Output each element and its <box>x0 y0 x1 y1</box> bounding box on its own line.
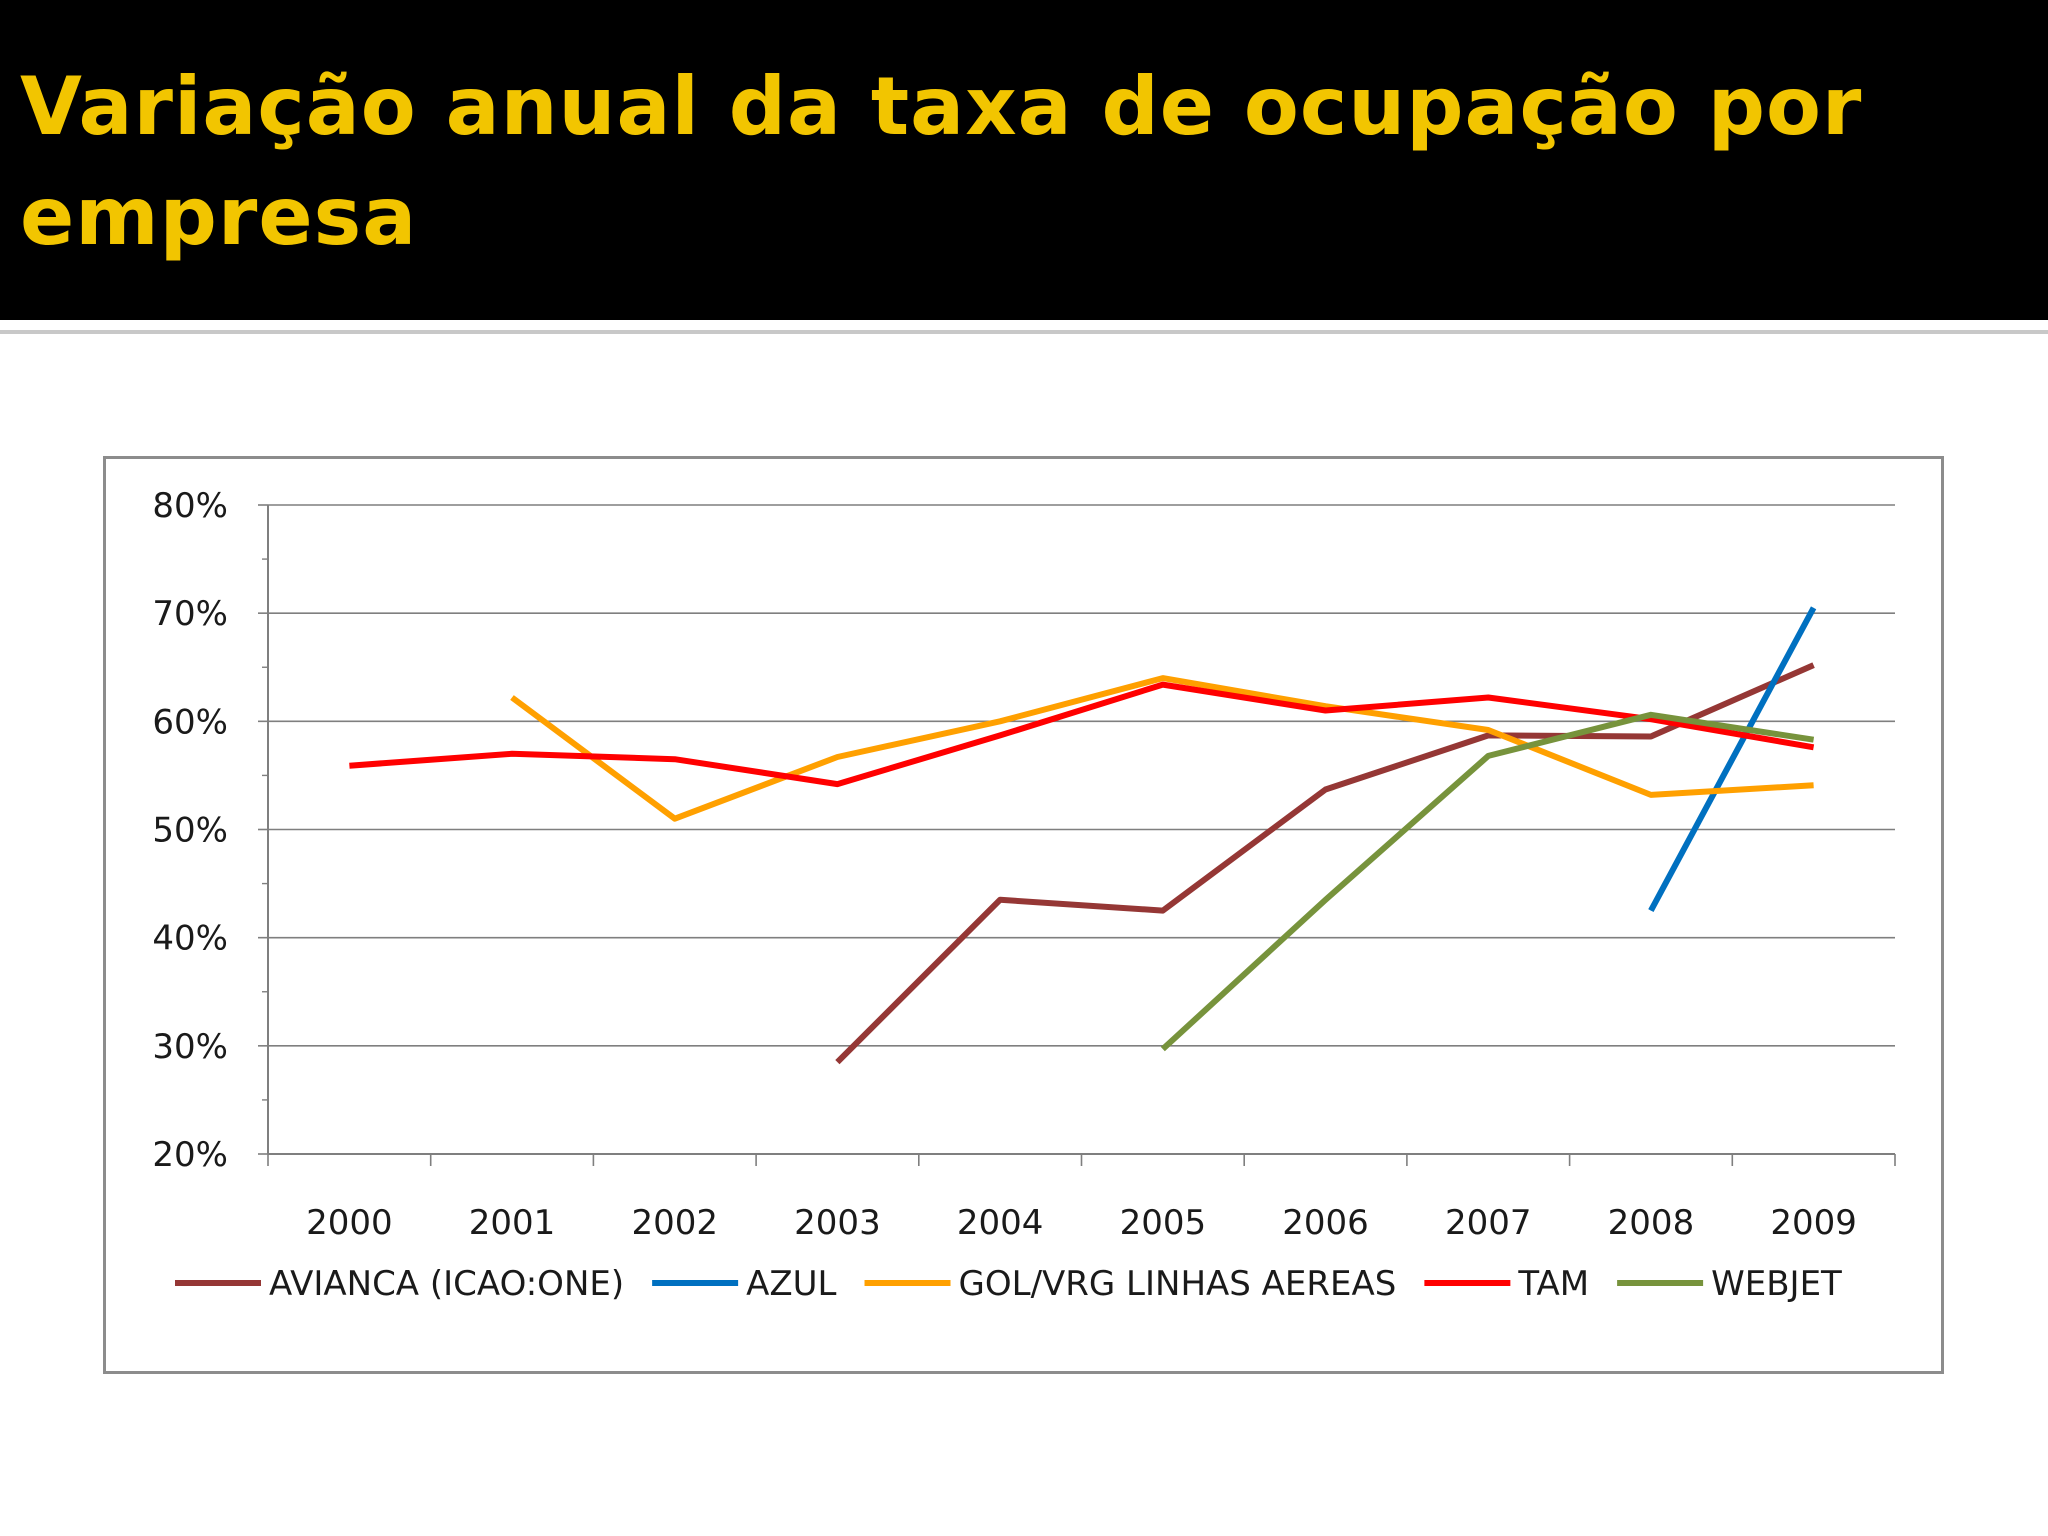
y-tick-label: 20% <box>152 1135 228 1175</box>
x-tick-label: 2003 <box>794 1203 881 1243</box>
y-tick-label: 50% <box>152 811 228 851</box>
x-tick-label: 2001 <box>469 1203 556 1243</box>
title-divider <box>0 330 2048 334</box>
x-tick-label: 2002 <box>631 1203 718 1243</box>
x-tick-label: 2004 <box>957 1203 1044 1243</box>
legend: AVIANCA (ICAO:ONE) AZUL GOL/VRG LINHAS AER… <box>175 1264 1842 1304</box>
series-line-gol-vrg-linhas-aereas <box>510 675 1814 822</box>
x-tick-label: 2006 <box>1282 1203 1369 1243</box>
y-tick-label: 30% <box>152 1027 228 1067</box>
chart-frame <box>103 456 1944 1374</box>
series-line-azul <box>1648 606 1817 913</box>
x-tick-label: 2008 <box>1608 1203 1695 1243</box>
legend-label: TAM <box>1517 1264 1589 1304</box>
y-tick-label: 60% <box>152 702 228 742</box>
legend-label: AZUL <box>746 1264 836 1304</box>
y-tick-label: 70% <box>152 594 228 634</box>
legend-label: GOL/VRG LINHAS AEREAS <box>959 1264 1397 1304</box>
series-line-webjet <box>1160 711 1815 1052</box>
legend-label: WEBJET <box>1711 1264 1842 1304</box>
slide-title: Variação anual da taxa de ocupação por e… <box>20 60 1863 263</box>
x-tick-label: 2000 <box>306 1203 393 1243</box>
y-tick-label: 80% <box>152 486 228 526</box>
series-line-tam <box>349 681 1815 788</box>
legend-label: AVIANCA (ICAO:ONE) <box>269 1264 624 1304</box>
x-tick-label: 2005 <box>1120 1203 1207 1243</box>
title-bar: Variação anual da taxa de ocupação por e… <box>0 0 2048 320</box>
x-tick-label: 2007 <box>1445 1203 1532 1243</box>
y-tick-label: 40% <box>152 919 228 959</box>
x-tick-label: 2009 <box>1770 1203 1857 1243</box>
